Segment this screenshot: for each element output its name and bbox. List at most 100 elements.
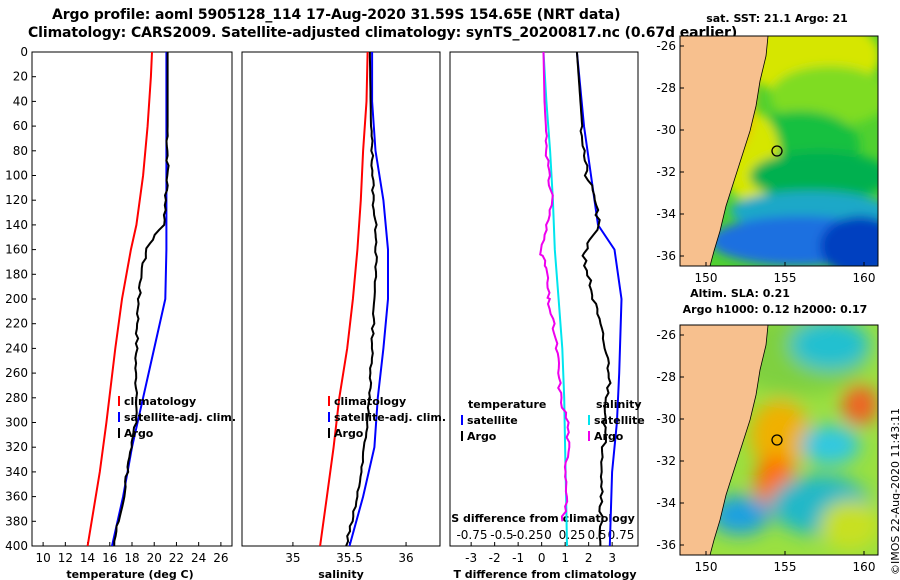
depth-tick-label: 220 <box>5 317 28 331</box>
map-lat-tick-label: -36 <box>656 249 676 263</box>
map-frame <box>679 35 879 267</box>
panel-frame-temperature <box>31 51 233 547</box>
depth-tick-label: 20 <box>13 70 28 84</box>
depth-tick-label: 320 <box>5 440 28 454</box>
tdiff-tick-label: -3 <box>465 551 477 565</box>
sdiff-tick-label: -0.25 <box>512 528 543 542</box>
map-lat-tick-label: -30 <box>656 412 676 426</box>
tdiff-tick-label: 0 <box>538 551 546 565</box>
tdiff-axis-label: T difference from climatology <box>453 568 636 580</box>
temperature-line-0 <box>86 52 153 546</box>
temperature-tick-label: 16 <box>102 551 117 565</box>
map-lon-tick-label: 160 <box>853 271 876 285</box>
map-lat-tick-label: -34 <box>656 207 676 221</box>
map-lon-tick-label: 150 <box>695 271 718 285</box>
map-lat-tick-label: -26 <box>656 39 676 53</box>
salinity-legend-label: climatology <box>334 395 406 408</box>
map-lon-tick-label: 160 <box>853 560 876 574</box>
temperature-axis-label: temperature (deg C) <box>66 568 193 580</box>
sdiff-tick-label: 0.75 <box>608 528 635 542</box>
salinity-tick-label: 36 <box>398 551 413 565</box>
temperature-legend-label: Argo <box>124 427 154 440</box>
tdiff-tick-label: 3 <box>608 551 616 565</box>
sst-map-title: sat. SST: 21.1 Argo: 21 <box>706 12 848 25</box>
salinity-tick-label: 35 <box>285 551 300 565</box>
temperature-tick-label: 18 <box>124 551 139 565</box>
temperature-line-1 <box>111 52 168 546</box>
depth-tick-label: 60 <box>13 119 28 133</box>
map-lat-tick-label: -30 <box>656 123 676 137</box>
temperature-tick-label: 26 <box>213 551 228 565</box>
title-line-2: Climatology: CARS2009. Satellite-adjuste… <box>28 25 738 41</box>
diff-legend-s-title: salinity <box>596 398 642 411</box>
argo-location-marker <box>771 145 783 157</box>
sdiff-tick-label: 0.5 <box>587 528 606 542</box>
sdiff-tick-label: 0.25 <box>559 528 586 542</box>
diff-line-1 <box>575 52 612 546</box>
map-lon-tick-label: 150 <box>695 560 718 574</box>
map-sst_map: -26 -28 -30 -32 -34 -36 150 155 160 sat. SST: 21.… <box>656 12 879 285</box>
sdiff-tick-label: -0.75 <box>456 528 487 542</box>
temperature-tick-label: 22 <box>169 551 184 565</box>
map-field-blob <box>770 66 878 126</box>
depth-tick-label: 160 <box>5 243 28 257</box>
salinity-line-1 <box>348 52 389 546</box>
diff-line-3 <box>539 52 571 522</box>
depth-tick-label: 300 <box>5 416 28 430</box>
argo-location-marker <box>771 434 783 446</box>
panel-temperature: 0 20 40 60 80 100 120 140 160 180 200 220 240 260 280 3… <box>5 45 236 580</box>
map-lon-tick-label: 155 <box>774 271 797 285</box>
map-land <box>679 35 769 267</box>
diff-legend-label: satellite <box>594 414 645 427</box>
temperature-tick-label: 24 <box>191 551 206 565</box>
map-lat-tick-label: -28 <box>656 81 676 95</box>
map-lat-tick-label: -32 <box>656 454 676 468</box>
map-lat-tick-label: -32 <box>656 165 676 179</box>
map-field-blob <box>800 425 860 465</box>
depth-tick-label: 120 <box>5 193 28 207</box>
map-field-blob <box>820 216 878 266</box>
depth-tick-label: 360 <box>5 490 28 504</box>
depth-tick-label: 400 <box>5 539 28 553</box>
map-field-blob <box>842 385 878 425</box>
salinity-legend-label: satellite-adj. clim. <box>334 411 446 424</box>
panel-frame-salinity <box>241 51 441 547</box>
map-lat-tick-label: -34 <box>656 496 676 510</box>
diff-legend-label: Argo <box>594 430 624 443</box>
salinity-legend-label: Argo <box>334 427 364 440</box>
panel-salinity: 35 35.5 36 salinity climatology satellite-adj… <box>241 51 446 580</box>
depth-tick-label: 100 <box>5 169 28 183</box>
temperature-tick-label: 20 <box>147 551 162 565</box>
depth-tick-label: 0 <box>20 45 28 59</box>
temperature-line-2 <box>113 52 170 546</box>
salinity-line-2 <box>345 52 378 546</box>
diff-legend-t-title: temperature <box>468 398 546 411</box>
temperature-legend-label: satellite-adj. clim. <box>124 411 236 424</box>
salinity-tick-label: 35.5 <box>336 551 363 565</box>
depth-tick-label: 80 <box>13 144 28 158</box>
depth-tick-label: 140 <box>5 218 28 232</box>
sdiff-tick-label: 0 <box>544 528 552 542</box>
depth-tick-label: 180 <box>5 267 28 281</box>
salinity-line-0 <box>319 52 369 546</box>
map-frame <box>679 324 879 556</box>
map-field-blob <box>820 500 878 550</box>
temperature-tick-label: 10 <box>35 551 50 565</box>
map-lon-tick-label: 155 <box>774 560 797 574</box>
tdiff-tick-label: -1 <box>512 551 524 565</box>
title-line-1: Argo profile: aoml 5905128_114 17-Aug-20… <box>52 7 621 23</box>
map-land <box>679 324 769 556</box>
sdiff-axis-title: S difference from climatology <box>451 512 635 525</box>
tdiff-tick-label: 2 <box>585 551 593 565</box>
map-field-blob <box>710 495 770 535</box>
salinity-axis-label: salinity <box>318 568 364 580</box>
sdiff-tick-label: -0.5 <box>490 528 513 542</box>
map-lat-tick-label: -28 <box>656 370 676 384</box>
panel-frame-difference <box>449 51 639 547</box>
map-field-blob <box>750 151 878 201</box>
sla-map-title-2: Argo h1000: 0.12 h2000: 0.17 <box>683 303 868 316</box>
tdiff-tick-label: -2 <box>489 551 501 565</box>
depth-tick-label: 240 <box>5 341 28 355</box>
map-field-blob <box>750 400 810 470</box>
